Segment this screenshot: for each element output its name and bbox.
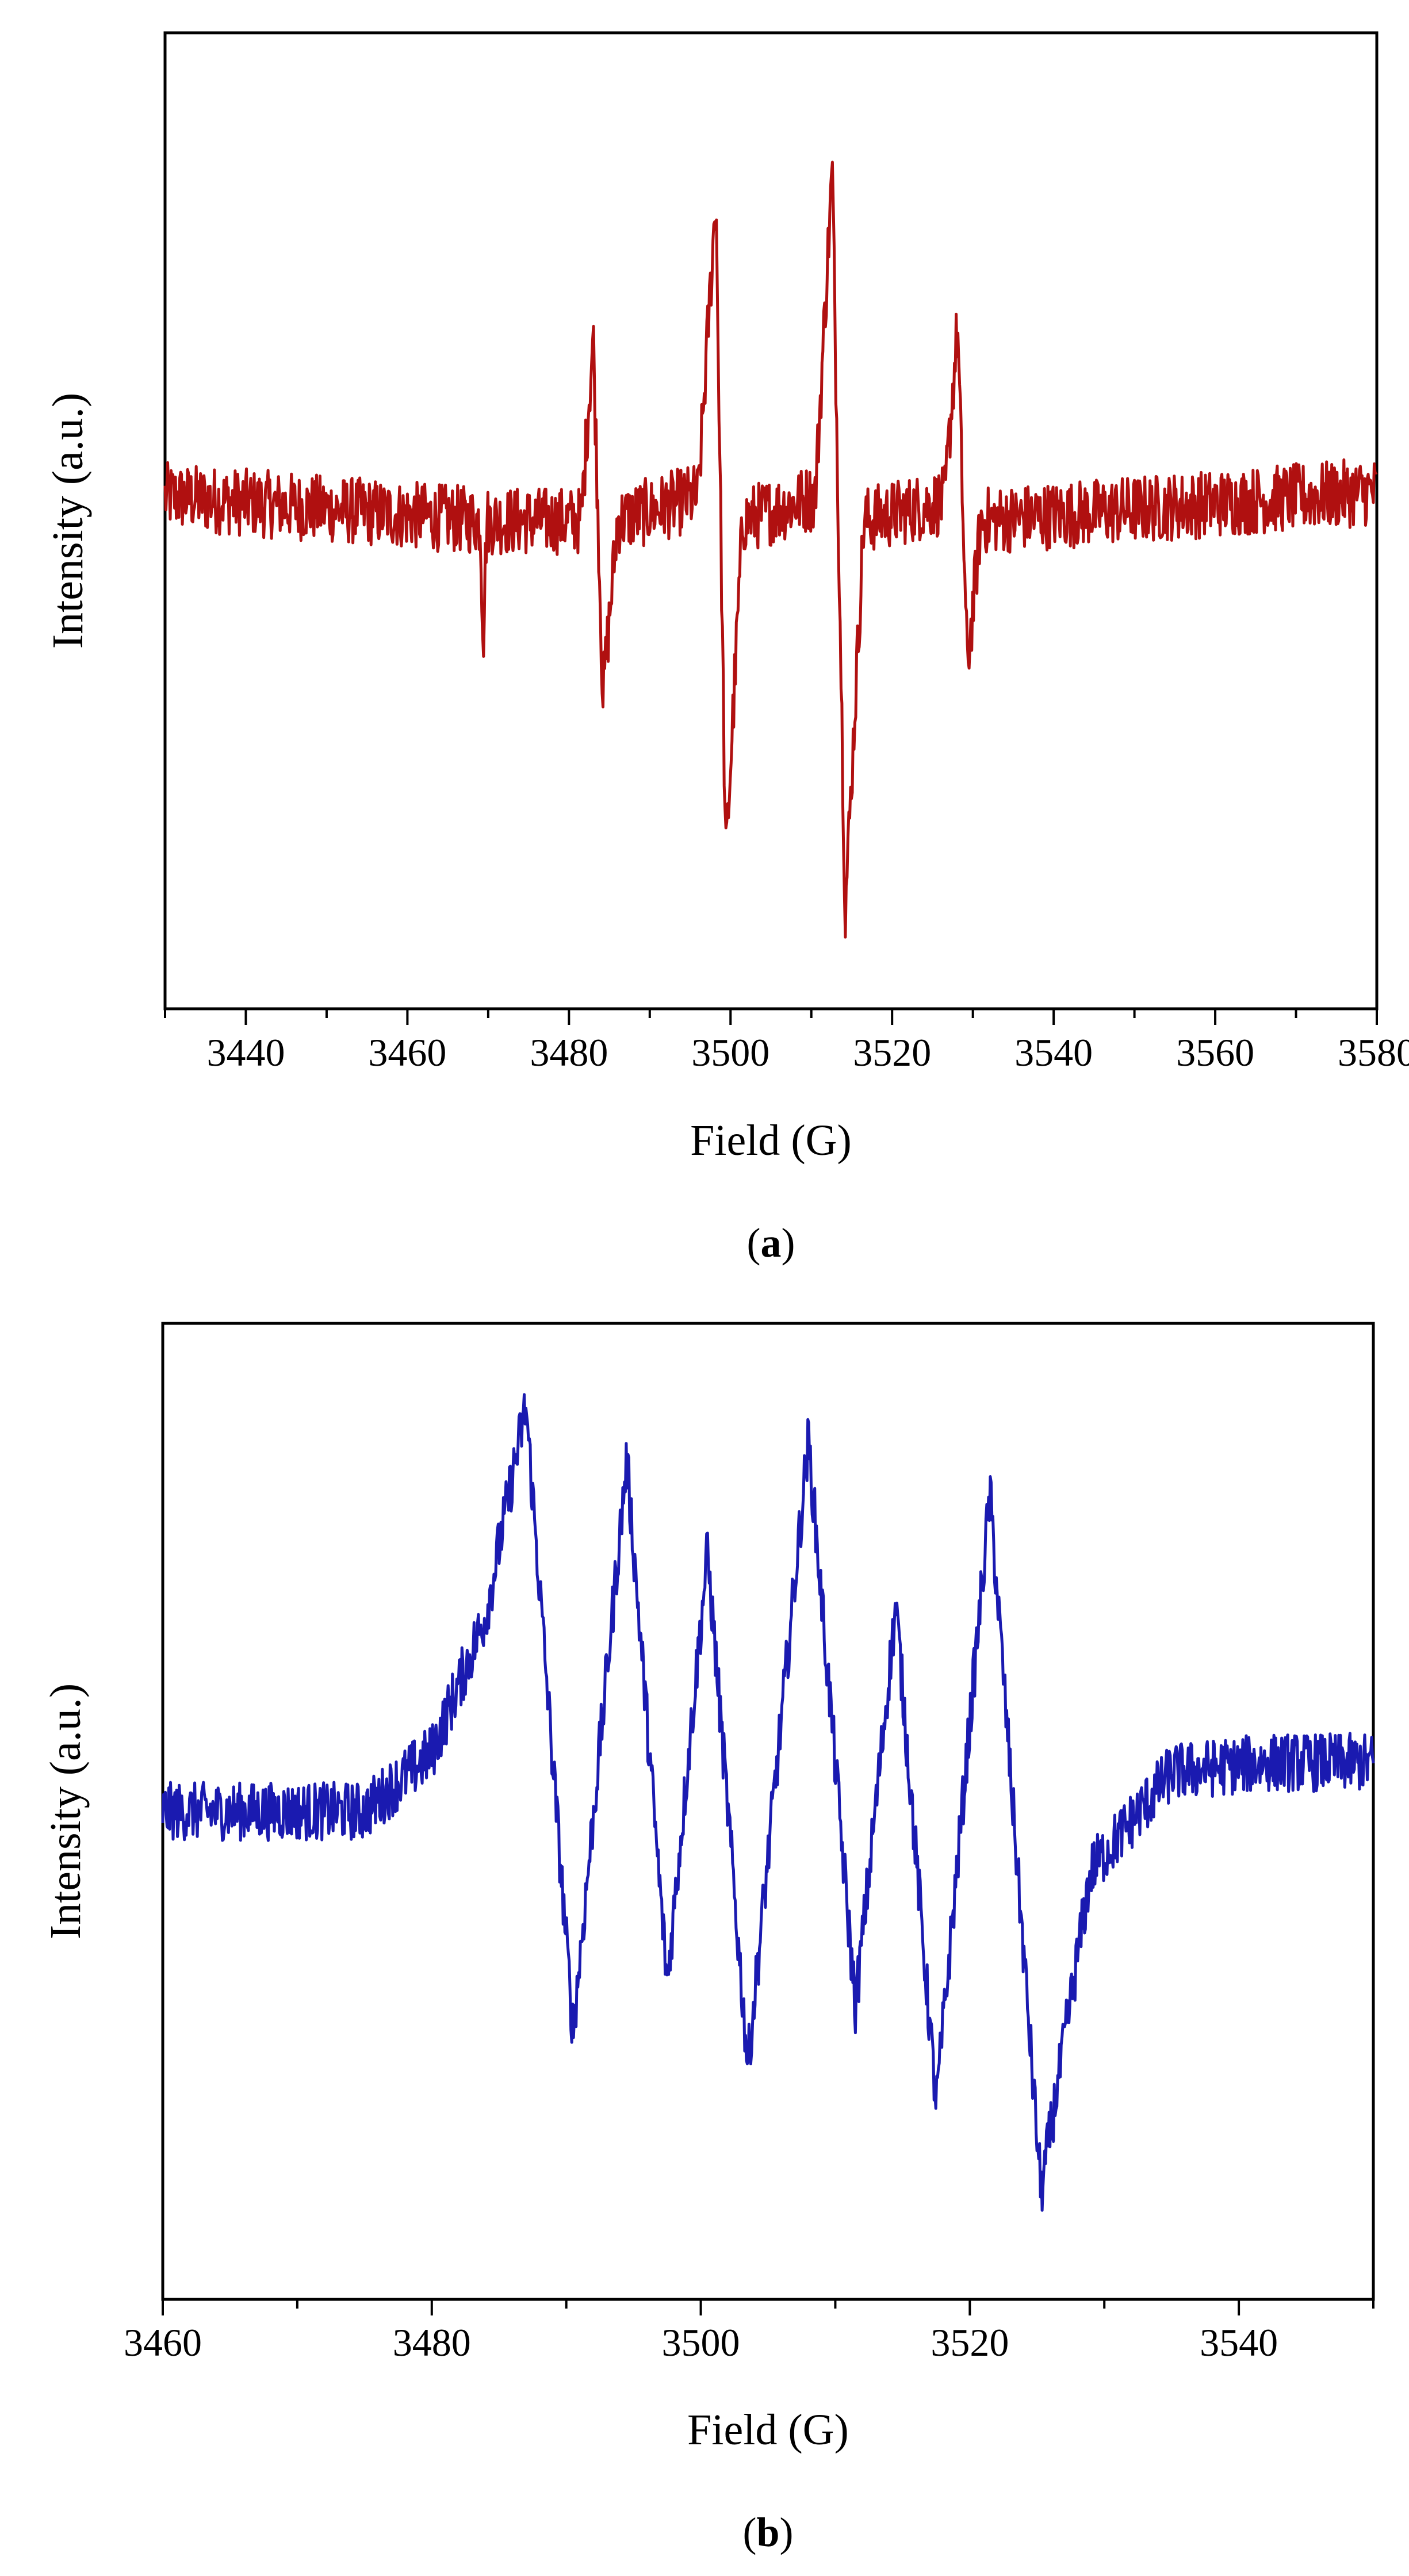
x-tick-label: 3460 [368,1031,446,1074]
y-axis-title: Intensity (a.u.) [41,1683,90,1939]
x-tick-label: 3580 [1338,1031,1409,1074]
x-axis-title: Field (G) [690,1116,852,1165]
x-tick-label: 3460 [124,2321,202,2364]
x-tick-label: 3540 [1200,2321,1278,2364]
series-line [163,160,1378,939]
x-tick-label: 3500 [662,2321,740,2364]
x-axis-title: Field (G) [687,2406,849,2454]
x-tick-label: 3520 [853,1031,931,1074]
plot-frame [163,31,1379,1011]
x-tick-label: 3540 [1014,1031,1093,1074]
x-tick-label: 3480 [530,1031,608,1074]
x-tick-label: 3440 [206,1031,285,1074]
panel-b: 3460 3480 3500 3520 3540 Field (G) Intensity (… [41,1322,1375,2555]
series-line [161,1393,1375,2212]
x-tick-label: 3560 [1176,1031,1254,1074]
panel-caption: (a) [747,1220,795,1266]
y-axis-title: Intensity (a.u.) [44,393,92,649]
x-tick-label: 3520 [931,2321,1009,2364]
x-tick-label: 3500 [691,1031,769,1074]
panel-caption: (b) [742,2509,793,2555]
x-tick-label: 3480 [393,2321,471,2364]
panel-a: 3440 3460 3480 3500 3520 3540 3560 3580 Field (G… [44,31,1409,1266]
